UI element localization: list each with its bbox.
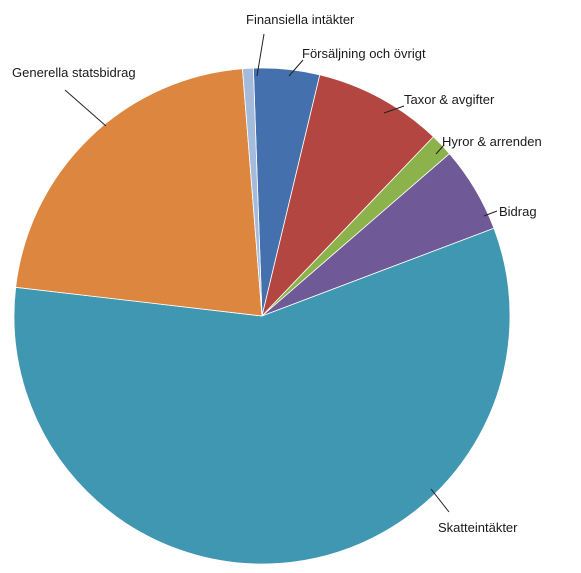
slice-label-generella-statsbidrag: Generella statsbidrag [12,65,136,80]
leader-line-försäljning-och-övrigt [288,59,304,77]
leader-line-finansiella-intäkter [256,33,265,77]
slice-label-finansiella-intäkter: Finansiella intäkter [246,12,355,27]
pie-slice-generella-statsbidrag [15,68,263,317]
leader-line-hyror-arrenden [435,144,445,155]
pie-slice-skatteintäkter [13,227,511,565]
leader-line-skatteintäkter [430,488,450,513]
leader-line-taxor-avgifter [383,105,405,114]
slice-label-taxor-avgifter: Taxor & avgifter [404,92,495,107]
slice-label-hyror-arrenden: Hyror & arrenden [442,134,542,149]
slice-label-skatteintäkter: Skatteintäkter [438,520,518,535]
leader-line-generella-statsbidrag [64,89,107,127]
leader-lines [64,33,498,513]
slice-labels: Försäljning och övrigt Taxor & avgifter Hy… [12,12,542,535]
pie-slice-finansiella-intäkter [242,67,263,317]
pie-slice-taxor-avgifter [261,74,434,318]
slice-label-bidrag: Bidrag [499,204,537,219]
slice-label-försäljning-och-övrigt: Försäljning och övrigt [302,46,426,61]
pie-slices [13,67,511,565]
leader-line-bidrag [483,210,498,217]
